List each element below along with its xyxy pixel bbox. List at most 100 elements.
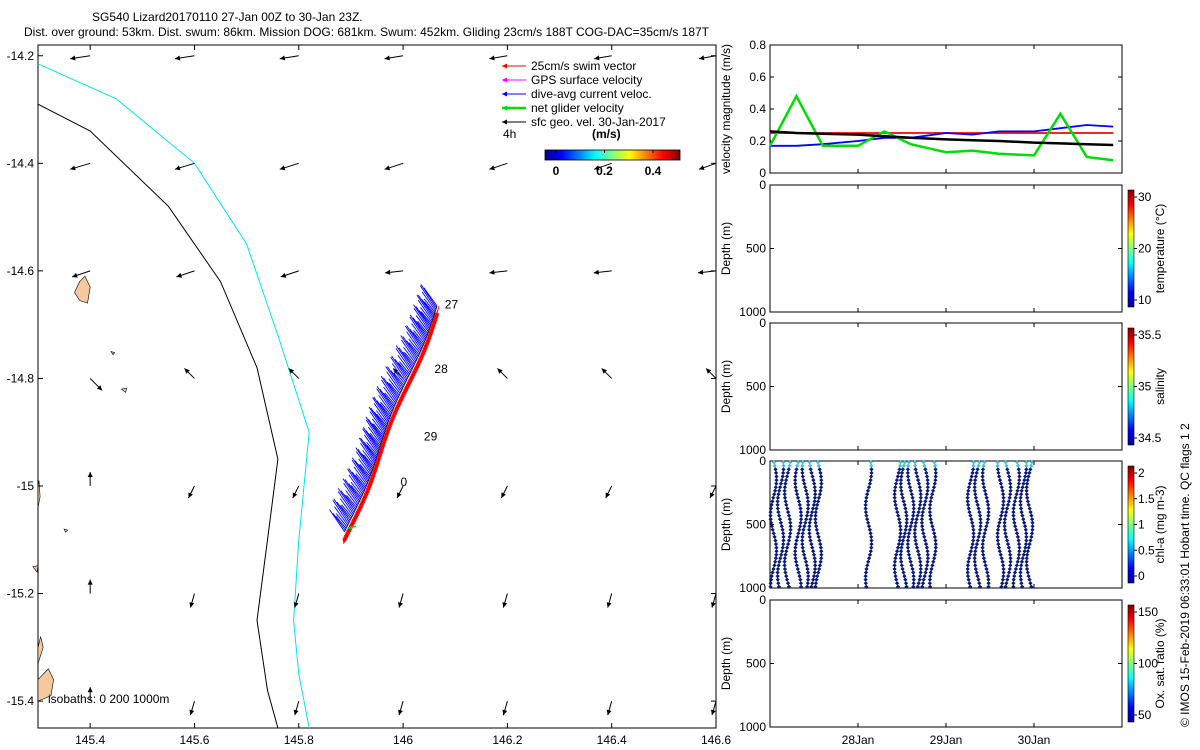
profile-point — [903, 506, 908, 511]
profile-point — [811, 552, 817, 557]
dac-vector — [336, 501, 351, 521]
profile-point — [785, 541, 791, 547]
profile-point — [1004, 538, 1010, 543]
profile-point — [898, 527, 903, 532]
profile-point — [1015, 534, 1021, 540]
dac-vector — [358, 464, 370, 479]
profile-point — [815, 460, 821, 465]
profile-8 — [892, 460, 903, 589]
profile-point — [996, 474, 1002, 479]
sfc-vector — [593, 269, 612, 275]
panel-1-y-tick-label-0: 0 — [759, 178, 766, 192]
profile-point — [918, 563, 923, 568]
profile-point — [913, 467, 918, 472]
dac-vector — [368, 433, 381, 448]
profile-point — [898, 524, 903, 529]
profile-point — [1028, 538, 1033, 543]
profile-point — [921, 460, 926, 465]
dac-vector — [365, 430, 380, 450]
profile-point — [814, 577, 819, 582]
profile-point — [770, 570, 775, 575]
profile-point — [971, 538, 976, 543]
dac-vector — [408, 338, 421, 354]
dac-vector — [394, 358, 409, 378]
profile-point — [984, 495, 989, 500]
profile-point — [965, 492, 970, 497]
profile-point — [815, 502, 820, 508]
profile-point — [782, 556, 788, 561]
legend-arrow-2 — [502, 91, 526, 97]
profile-point — [904, 513, 909, 518]
profile-point — [1017, 470, 1022, 476]
dac-vector — [371, 422, 384, 438]
speed-colorbar-ticks: 0 0.2 0.4 — [553, 150, 662, 178]
profile-point — [970, 541, 975, 547]
profile-point — [1026, 573, 1031, 579]
profile-point — [1000, 581, 1005, 586]
profile-point — [908, 559, 913, 564]
profile-point — [786, 538, 792, 543]
profile-point — [971, 460, 976, 465]
profile-point — [903, 527, 908, 532]
profile-point — [778, 520, 784, 525]
profile-point — [978, 517, 983, 522]
profile-point — [812, 566, 818, 572]
profile-point — [1029, 460, 1035, 465]
profile-point — [787, 534, 792, 540]
profile-point — [801, 552, 807, 557]
profile-point — [986, 577, 991, 582]
profile-point — [800, 463, 805, 468]
profile-point — [996, 524, 1001, 529]
y-tick-label-0: -14.2 — [7, 49, 35, 63]
profile-point — [906, 477, 911, 483]
profile-point — [868, 531, 873, 536]
profile-point — [928, 570, 933, 575]
profile-point — [866, 556, 872, 561]
profile-point — [1030, 527, 1035, 532]
dac-vector — [342, 478, 360, 503]
map-axis-ticks: 145.4 145.6 145.8 146 146.2 146.4 146.6 -14.2 -1… — [7, 45, 731, 747]
profile-point — [909, 520, 914, 525]
profile-point — [1000, 559, 1005, 564]
profile-point — [905, 467, 911, 472]
profile-point — [906, 552, 912, 557]
sfc-vector — [398, 593, 404, 608]
profile-point — [965, 495, 970, 500]
dac-vector — [423, 287, 438, 307]
profile-point — [901, 570, 906, 575]
dac-vector — [340, 505, 352, 519]
profile-point — [927, 581, 932, 586]
profile-point — [1030, 520, 1035, 525]
profile-point — [1008, 492, 1013, 497]
profile-point — [769, 520, 774, 525]
x-tick-label-4: 146.2 — [492, 733, 522, 747]
profile-point — [1011, 584, 1016, 589]
profile-point — [924, 563, 930, 568]
profile-point — [902, 531, 908, 536]
dac-vector — [329, 509, 345, 532]
dac-vector — [423, 298, 436, 313]
profile-point — [966, 556, 972, 561]
y-tick-label-2: -14.6 — [7, 264, 35, 278]
profile-point — [866, 524, 872, 529]
profile-point — [774, 552, 779, 557]
profile-point — [976, 506, 981, 511]
profile-point — [781, 541, 786, 547]
profile-point — [977, 460, 982, 465]
profile-point — [925, 549, 930, 554]
profile-point — [795, 534, 800, 540]
profile-point — [1003, 513, 1008, 518]
profile-point — [985, 502, 991, 508]
profile-10 — [905, 460, 916, 589]
profile-point — [868, 549, 873, 554]
profile-point — [786, 467, 791, 472]
profile-point — [784, 502, 789, 508]
profile-point — [813, 520, 818, 525]
profile-point — [799, 513, 804, 518]
land-polygon-4 — [110, 350, 116, 356]
profile-point — [986, 581, 991, 586]
panel-3-colorbar-tick-4: 2 — [1138, 466, 1145, 480]
profile-point — [925, 552, 930, 557]
profile-point — [863, 570, 869, 575]
sfc-vector — [189, 700, 195, 716]
